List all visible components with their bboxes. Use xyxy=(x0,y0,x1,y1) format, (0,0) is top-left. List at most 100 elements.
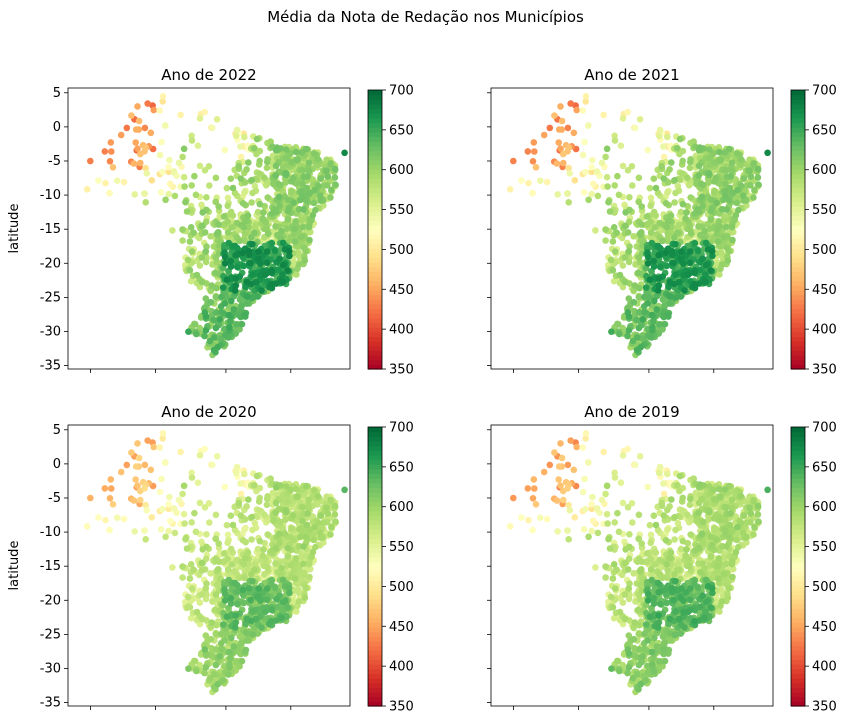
colorbar-band xyxy=(368,355,382,361)
municipality-point xyxy=(295,261,303,268)
y-tick-label: -30 xyxy=(40,324,61,339)
municipality-point xyxy=(603,173,611,181)
municipality-point xyxy=(722,180,729,188)
municipality-point xyxy=(327,160,334,168)
municipality-point xyxy=(198,559,206,567)
municipality-point xyxy=(166,156,173,164)
municipality-point xyxy=(106,495,114,502)
municipality-point xyxy=(201,332,208,340)
municipality-point xyxy=(242,620,249,628)
municipality-point xyxy=(296,533,304,541)
colorbar-frame xyxy=(367,426,383,707)
municipality-point xyxy=(247,259,254,267)
colorbar-band xyxy=(368,169,382,175)
municipality-point xyxy=(299,517,306,525)
municipality-point xyxy=(156,488,164,496)
municipality-point xyxy=(142,501,149,509)
colorbar-band xyxy=(368,220,382,226)
colorbar-band xyxy=(791,173,805,179)
municipality-point xyxy=(240,591,247,598)
municipality-point xyxy=(310,487,318,494)
municipality-point xyxy=(268,576,276,584)
municipality-point xyxy=(215,203,222,210)
municipality-point xyxy=(624,108,631,116)
municipality-point xyxy=(699,202,706,210)
municipality-point xyxy=(581,138,588,146)
municipality-point xyxy=(617,142,625,149)
colorbar-band xyxy=(368,327,382,333)
municipality-point xyxy=(619,499,627,507)
colorbar-band xyxy=(368,322,382,328)
municipality-point xyxy=(134,482,141,490)
municipality-point xyxy=(699,255,706,263)
municipality-point xyxy=(557,103,564,110)
municipality-point xyxy=(95,514,102,521)
municipality-point xyxy=(141,190,148,197)
municipality-point xyxy=(532,501,540,508)
municipality-point xyxy=(188,469,195,477)
municipality-point xyxy=(237,512,245,519)
municipality-point xyxy=(625,248,633,255)
colorbar-band xyxy=(791,266,805,272)
municipality-point xyxy=(589,517,597,525)
municipality-point xyxy=(281,597,289,604)
municipality-point xyxy=(678,255,685,262)
colorbar-band xyxy=(791,215,805,221)
municipality-point xyxy=(582,93,590,100)
municipality-point xyxy=(316,192,324,199)
municipality-point xyxy=(650,257,657,265)
municipality-point xyxy=(273,266,281,274)
municipality-point xyxy=(707,216,715,223)
municipality-point xyxy=(310,150,318,157)
municipality-point xyxy=(214,681,221,688)
municipality-point xyxy=(150,443,157,451)
municipality-point xyxy=(323,167,330,175)
colorbar-band xyxy=(368,459,382,465)
subplot-title: Ano de 2022 xyxy=(161,66,256,84)
y-tick-label: 5 xyxy=(53,86,61,101)
municipality-point xyxy=(531,148,538,155)
municipality-point xyxy=(540,468,548,476)
municipality-point xyxy=(106,158,114,165)
municipality-point xyxy=(716,148,723,156)
colorbar-band xyxy=(368,561,382,568)
municipality-point xyxy=(180,482,188,490)
municipality-point xyxy=(254,592,262,599)
municipality-point xyxy=(264,564,271,571)
municipality-point xyxy=(227,257,234,265)
colorbar-band xyxy=(791,238,805,245)
municipality-point xyxy=(731,216,738,224)
municipality-point xyxy=(664,470,671,478)
municipality-point xyxy=(648,234,655,242)
municipality-point xyxy=(720,233,728,241)
municipality-point xyxy=(106,526,113,534)
municipality-point xyxy=(243,300,251,307)
municipality-point xyxy=(128,449,135,456)
municipality-point xyxy=(651,297,658,305)
municipality-point xyxy=(253,176,260,183)
municipality-point xyxy=(317,197,325,204)
colorbar-band xyxy=(791,210,805,217)
municipality-point xyxy=(213,284,220,292)
municipality-point xyxy=(695,223,702,230)
colorbar-tick-label: 500 xyxy=(389,580,414,595)
municipality-point xyxy=(144,437,151,444)
municipality-point xyxy=(120,515,128,523)
municipality-point xyxy=(332,181,339,188)
scatter-points xyxy=(83,93,348,359)
colorbar-band xyxy=(368,192,382,198)
municipality-point xyxy=(218,630,225,638)
municipality-point xyxy=(249,631,257,638)
municipality-point xyxy=(629,182,636,189)
municipality-point xyxy=(740,197,747,204)
municipality-point xyxy=(212,309,220,316)
municipality-point xyxy=(537,177,544,184)
y-tick-label: -10 xyxy=(40,188,61,203)
municipality-point xyxy=(712,175,720,182)
colorbar-band xyxy=(368,257,382,263)
municipality-point xyxy=(546,124,554,132)
municipality-point xyxy=(229,521,237,529)
municipality-point xyxy=(565,501,572,509)
municipality-point xyxy=(655,282,662,289)
